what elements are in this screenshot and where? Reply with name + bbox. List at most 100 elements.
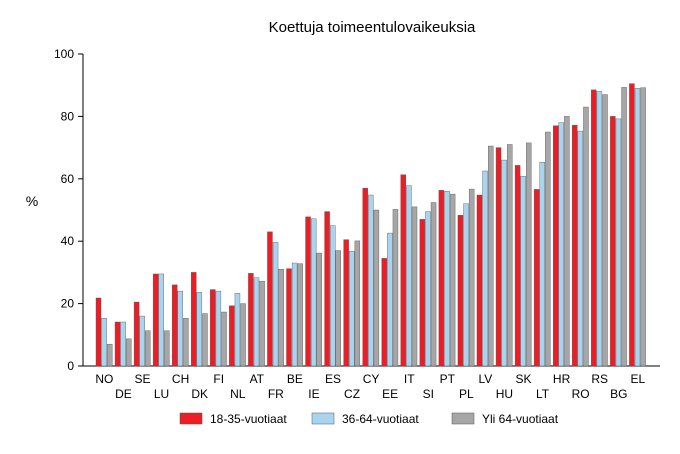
x-tick-label: NL (230, 387, 246, 401)
x-tick-label: RS (591, 372, 608, 386)
bar-NO-series-3 (106, 343, 113, 367)
x-tick-label: SI (423, 387, 434, 401)
bar-LU-series-2 (158, 273, 164, 367)
bar-AT-series-2 (253, 277, 260, 367)
legend-label: Yli 64-vuotiaat (482, 412, 559, 426)
bar-EL-series-3 (640, 87, 646, 367)
bar-HU-series-2 (501, 159, 507, 367)
bar-DE-series-3 (126, 338, 132, 367)
bar-LU-series-3 (164, 330, 170, 367)
bar-AT-series-3 (259, 280, 265, 367)
bar-PT-series-3 (449, 193, 456, 367)
bar-NL-series-1 (229, 305, 235, 367)
x-tick-label: RO (572, 387, 590, 401)
bar-IT-series-2 (406, 185, 412, 367)
x-tick-label: SE (134, 372, 150, 386)
bar-CY-series-1 (362, 187, 368, 367)
x-tick-label: AT (250, 372, 265, 386)
bar-LT-series-2 (539, 162, 545, 367)
bar-BE-series-2 (291, 262, 298, 367)
bar-PL-series-3 (468, 188, 475, 367)
y-tick-label: 100 (54, 47, 74, 61)
legend-label: 18-35-vuotiaat (210, 412, 287, 426)
bar-IE-series-3 (316, 252, 322, 367)
bar-EE-series-3 (392, 209, 399, 367)
legend-swatch (451, 412, 475, 425)
bar-EL-series-1 (629, 83, 635, 367)
x-tick-label: SK (515, 372, 531, 386)
x-tick-label: NO (95, 372, 113, 386)
bar-RS-series-2 (596, 91, 603, 367)
x-tick-label: DK (191, 387, 208, 401)
bar-AT-series-1 (248, 273, 254, 367)
bar-SE-series-1 (133, 301, 140, 367)
bar-DK-series-2 (196, 292, 203, 367)
bar-HU-series-1 (495, 147, 502, 367)
bar-FR-series-1 (267, 231, 273, 367)
x-tick-label: HR (553, 372, 571, 386)
x-tick-label: PT (440, 372, 456, 386)
bar-DE-series-2 (120, 321, 126, 367)
bar-RO-series-3 (583, 106, 589, 367)
x-tick-label: FR (268, 387, 284, 401)
chart-title: Koettuja toimeentulovaikeuksia (269, 19, 476, 36)
legend-label: 36-64-vuotiaat (342, 412, 419, 426)
bar-LV-series-2 (482, 170, 488, 367)
bar-CY-series-3 (373, 209, 380, 367)
bar-IE-series-2 (310, 218, 317, 367)
x-tick-label: IE (308, 387, 319, 401)
bar-IE-series-1 (305, 216, 311, 367)
x-tick-label: ES (325, 372, 341, 386)
x-tick-label: CY (363, 372, 380, 386)
x-tick-label: LU (154, 387, 169, 401)
bar-LV-series-1 (476, 194, 483, 367)
bar-DK-series-3 (202, 313, 208, 367)
y-tick-label: 60 (61, 172, 75, 186)
bar-LT-series-1 (533, 189, 540, 367)
x-tick-label: HU (496, 387, 513, 401)
bar-EL-series-2 (634, 88, 641, 367)
x-tick-label: EL (630, 372, 645, 386)
bar-SE-series-2 (139, 315, 145, 367)
bar-HU-series-3 (507, 144, 513, 367)
bar-SK-series-1 (514, 165, 521, 367)
bar-CY-series-2 (368, 194, 374, 367)
bar-LT-series-3 (545, 131, 551, 367)
bar-BG-series-3 (621, 87, 627, 367)
bar-FR-series-3 (278, 269, 284, 367)
bar-PT-series-2 (444, 191, 450, 367)
bar-RS-series-1 (591, 89, 597, 367)
bar-RS-series-3 (602, 94, 608, 367)
bar-SI-series-3 (430, 202, 437, 367)
bar-FI-series-3 (221, 311, 227, 367)
x-tick-label: PL (459, 387, 474, 401)
bars (95, 83, 646, 367)
bar-ES-series-1 (324, 211, 330, 367)
bar-BG-series-1 (610, 116, 616, 367)
bar-BG-series-2 (615, 118, 622, 367)
bar-PT-series-1 (438, 190, 445, 367)
bar-DE-series-1 (114, 321, 121, 367)
bar-SE-series-3 (145, 330, 151, 367)
bar-ES-series-2 (330, 225, 336, 367)
y-tick-label: 0 (67, 359, 74, 373)
bar-FR-series-2 (272, 242, 279, 367)
bar-BE-series-3 (297, 263, 303, 367)
x-tick-label: IT (404, 372, 415, 386)
bar-SI-series-1 (419, 219, 426, 367)
x-tick-label: LT (536, 387, 550, 401)
bar-CH-series-1 (171, 284, 178, 367)
legend-swatch (179, 412, 203, 425)
x-tick-label: LV (479, 372, 493, 386)
y-tick-label: 40 (61, 234, 75, 248)
bar-LV-series-3 (488, 145, 494, 367)
x-tick-label: CH (172, 372, 189, 386)
bar-CZ-series-1 (343, 239, 349, 367)
y-axis-label: % (26, 193, 38, 209)
bar-DK-series-1 (191, 272, 197, 367)
x-tick-label: DE (115, 387, 132, 401)
bar-PL-series-1 (457, 215, 464, 367)
x-tick-label: BG (610, 387, 627, 401)
